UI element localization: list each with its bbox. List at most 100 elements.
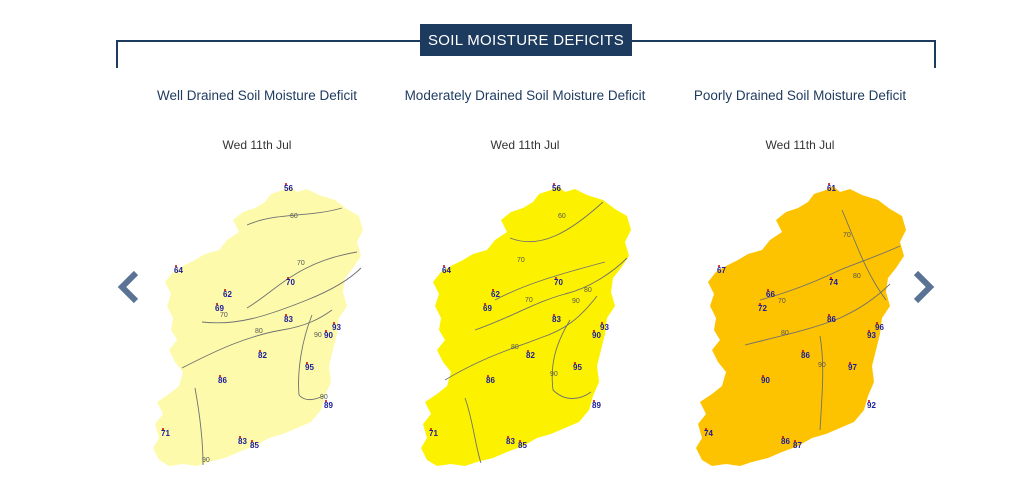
station-value: 96: [875, 323, 884, 332]
panel-poorly-drained: Poorly Drained Soil Moisture Deficit Wed…: [650, 0, 950, 483]
station-marker: [251, 440, 253, 442]
station-value: 85: [518, 441, 527, 450]
station-marker: [507, 436, 509, 438]
contour-line: [246, 207, 343, 226]
station-marker: [162, 428, 164, 430]
station-value: 83: [238, 437, 247, 446]
station-marker: [287, 277, 289, 279]
panel-well-drained: Well Drained Soil Moisture Deficit Wed 1…: [107, 0, 407, 483]
station-value: 64: [442, 266, 451, 275]
station-marker: [759, 303, 761, 305]
station-value: 95: [305, 363, 314, 372]
station-marker: [325, 330, 327, 332]
contour-line: [298, 314, 324, 401]
station-value: 56: [552, 184, 561, 193]
contour-label: 70: [525, 297, 533, 304]
prev-slide-button[interactable]: [116, 270, 142, 304]
station-value: 86: [218, 376, 227, 385]
station-value: 72: [758, 304, 767, 313]
station-marker: [718, 265, 720, 267]
contour-line: [759, 245, 901, 301]
contour-label: 80: [781, 330, 789, 337]
station-marker: [487, 375, 489, 377]
station-value: 95: [573, 363, 582, 372]
contour-line: [744, 283, 891, 346]
contour-label: 70: [517, 257, 525, 264]
contour-label: 70: [220, 312, 228, 319]
station-marker: [306, 362, 308, 364]
station-marker: [868, 330, 870, 332]
station-marker: [828, 314, 830, 316]
contour-line: [201, 267, 362, 324]
station-value: 71: [429, 429, 438, 438]
station-marker: [876, 322, 878, 324]
chevron-left-icon: [117, 270, 139, 304]
station-value: 92: [867, 401, 876, 410]
station-value: 74: [829, 278, 838, 287]
station-marker: [794, 440, 796, 442]
contour-line: [246, 251, 358, 309]
station-marker: [782, 436, 784, 438]
station-value: 90: [761, 376, 770, 385]
contour-label: 80: [853, 273, 861, 280]
station-marker: [325, 400, 327, 402]
station-marker: [285, 183, 287, 185]
contour-label: 90: [314, 332, 322, 339]
station-marker: [868, 400, 870, 402]
contour-label: 80: [584, 287, 592, 294]
contour-line: [444, 295, 598, 381]
station-value: 93: [867, 331, 876, 340]
station-marker: [830, 277, 832, 279]
station-value: 89: [592, 401, 601, 410]
contour-label: 70: [297, 260, 305, 267]
station-value: 86: [801, 351, 810, 360]
contour-line: [181, 309, 333, 369]
panel-date: Wed 11th Jul: [490, 138, 560, 152]
station-value: 83: [506, 437, 515, 446]
station-marker: [553, 314, 555, 316]
station-marker: [216, 303, 218, 305]
station-marker: [593, 400, 595, 402]
panel-title: Moderately Drained Soil Moisture Deficit: [404, 88, 646, 103]
contour-line: [464, 397, 482, 464]
contour-label: 80: [511, 344, 519, 351]
station-value: 87: [793, 441, 802, 450]
station-marker: [259, 350, 261, 352]
station-value: 93: [600, 323, 609, 332]
station-marker: [574, 362, 576, 364]
contour-label: 90: [320, 394, 328, 401]
station-marker: [767, 289, 769, 291]
contour-line: [819, 335, 824, 431]
station-value: 62: [223, 290, 232, 299]
next-slide-button[interactable]: [910, 270, 936, 304]
panel-date: Wed 11th Jul: [765, 138, 835, 152]
contour-label: 90: [818, 362, 826, 369]
station-marker: [593, 330, 595, 332]
contour-line: [551, 319, 592, 399]
panel-moderately-drained: Moderately Drained Soil Moisture Deficit…: [375, 0, 675, 483]
chevron-right-icon: [913, 270, 935, 304]
station-marker: [527, 350, 529, 352]
station-value: 93: [332, 323, 341, 332]
station-value: 71: [161, 429, 170, 438]
ireland-map: 6070708080909056646269708393908295868971…: [421, 183, 631, 466]
contour-line: [841, 209, 887, 301]
station-marker: [601, 322, 603, 324]
station-marker: [239, 436, 241, 438]
ireland-map: 6070708090909056646269708393908295868971…: [153, 183, 363, 466]
station-marker: [224, 289, 226, 291]
contour-label: 90: [550, 371, 558, 378]
station-value: 86: [486, 376, 495, 385]
contour-label: 70: [778, 298, 786, 305]
station-marker: [285, 314, 287, 316]
station-value: 83: [284, 315, 293, 324]
station-value: 90: [324, 331, 333, 340]
station-marker: [333, 322, 335, 324]
station-value: 70: [286, 278, 295, 287]
contour-label: 90: [572, 298, 580, 305]
station-value: 66: [766, 290, 775, 299]
station-marker: [802, 350, 804, 352]
station-marker: [828, 183, 830, 185]
contour-line: [494, 261, 606, 301]
